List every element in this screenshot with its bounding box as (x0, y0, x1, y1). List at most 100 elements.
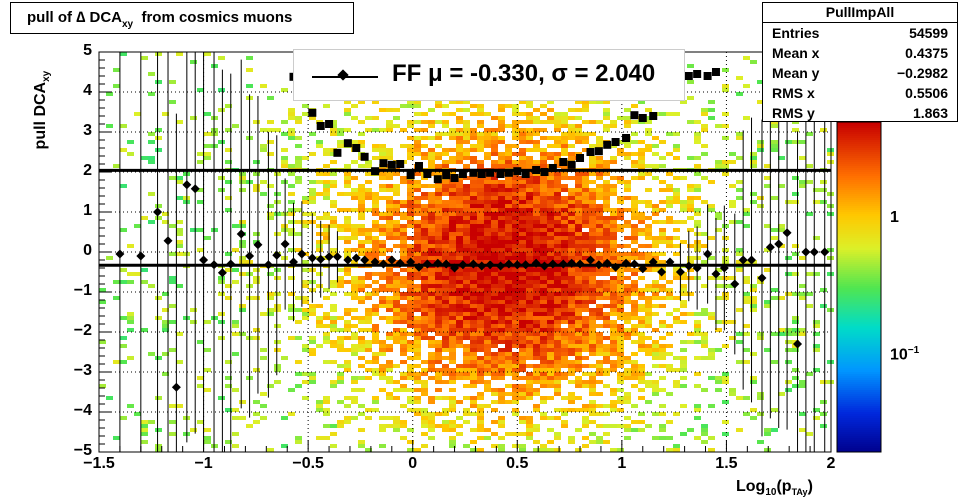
heatmap-cell (554, 204, 561, 208)
heatmap-cell (449, 336, 456, 340)
heatmap-cell (680, 276, 687, 280)
heatmap-cell (400, 144, 407, 148)
heatmap-cell (400, 372, 407, 376)
heatmap-cell (743, 208, 750, 212)
heatmap-cell (372, 148, 379, 152)
heatmap-cell (449, 132, 456, 136)
heatmap-cell (442, 340, 449, 344)
heatmap-cell (799, 412, 806, 416)
heatmap-cell (316, 344, 323, 348)
heatmap-cell (491, 444, 498, 448)
heatmap-cell (603, 200, 610, 204)
palette-band (837, 396, 881, 398)
heatmap-cell (596, 220, 603, 224)
heatmap-cell (421, 292, 428, 296)
heatmap-cell (113, 164, 120, 168)
heatmap-cell (519, 416, 526, 420)
heatmap-cell (442, 104, 449, 108)
palette-band (837, 360, 881, 362)
heatmap-cell (694, 164, 701, 168)
heatmap-cell (589, 232, 596, 236)
heatmap-cell (505, 184, 512, 188)
heatmap-cell (407, 316, 414, 320)
heatmap-cell (302, 268, 309, 272)
mean-point (332, 252, 342, 262)
heatmap-cell (449, 272, 456, 276)
heatmap-cell (253, 184, 260, 188)
heatmap-cell (197, 152, 204, 156)
heatmap-cell (330, 384, 337, 388)
heatmap-cell (540, 192, 547, 196)
heatmap-cell (568, 284, 575, 288)
heatmap-cell (169, 348, 176, 352)
heatmap-cell (365, 208, 372, 212)
heatmap-cell (512, 292, 519, 296)
heatmap-cell (358, 228, 365, 232)
heatmap-cell (113, 68, 120, 72)
heatmap-cell (414, 336, 421, 340)
heatmap-cell (400, 244, 407, 248)
sigma-point (308, 108, 317, 117)
heatmap-cell (449, 196, 456, 200)
heatmap-cell (505, 344, 512, 348)
heatmap-cell (673, 244, 680, 248)
heatmap-cell (414, 120, 421, 124)
heatmap-cell (568, 328, 575, 332)
heatmap-cell (428, 288, 435, 292)
heatmap-cell (302, 312, 309, 316)
heatmap-cell (344, 128, 351, 132)
heatmap-cell (512, 104, 519, 108)
heatmap-cell (477, 316, 484, 320)
heatmap-cell (400, 200, 407, 204)
heatmap-cell (554, 284, 561, 288)
heatmap-cell (575, 356, 582, 360)
heatmap-cell (610, 332, 617, 336)
heatmap-cell (568, 244, 575, 248)
heatmap-cell (428, 232, 435, 236)
heatmap-cell (526, 184, 533, 188)
heatmap-cell (568, 304, 575, 308)
heatmap-cell (421, 144, 428, 148)
heatmap-cell (596, 188, 603, 192)
heatmap-cell (470, 144, 477, 148)
heatmap-cell (435, 192, 442, 196)
heatmap-cell (155, 128, 162, 132)
heatmap-cell (414, 196, 421, 200)
heatmap-cell (239, 272, 246, 276)
heatmap-cell (596, 296, 603, 300)
heatmap-cell (484, 364, 491, 368)
heatmap-cell (512, 336, 519, 340)
heatmap-cell (603, 412, 610, 416)
heatmap-cell (470, 400, 477, 404)
heatmap-cell (372, 156, 379, 160)
heatmap-cell (533, 240, 540, 244)
heatmap-cell (652, 152, 659, 156)
heatmap-cell (505, 352, 512, 356)
heatmap-cell (729, 336, 736, 340)
heatmap-cell (582, 284, 589, 288)
heatmap-cell (414, 380, 421, 384)
heatmap-cell (288, 308, 295, 312)
heatmap-cell (288, 112, 295, 116)
heatmap-cell (540, 316, 547, 320)
heatmap-cell (491, 288, 498, 292)
heatmap-cell (428, 292, 435, 296)
heatmap-cell (526, 348, 533, 352)
heatmap-cell (414, 212, 421, 216)
heatmap-cell (484, 320, 491, 324)
heatmap-cell (498, 368, 505, 372)
heatmap-cell (155, 428, 162, 432)
heatmap-cell (442, 316, 449, 320)
heatmap-cell (596, 424, 603, 428)
heatmap-cell (561, 116, 568, 120)
heatmap-cell (421, 300, 428, 304)
heatmap-cell (155, 356, 162, 360)
heatmap-cell (596, 256, 603, 260)
heatmap-cell (484, 388, 491, 392)
heatmap-cell (652, 176, 659, 180)
heatmap-cell (372, 236, 379, 240)
mean-point (629, 259, 639, 269)
sigma-point (458, 170, 467, 178)
heatmap-cell (540, 352, 547, 356)
heatmap-cell (414, 260, 421, 264)
